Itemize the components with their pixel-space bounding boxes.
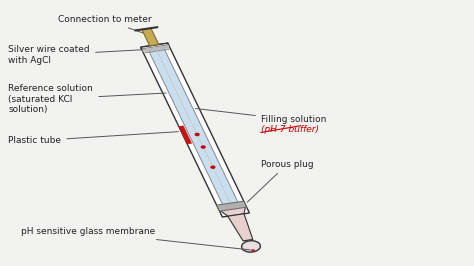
Polygon shape xyxy=(217,201,246,211)
Text: pH sensitive glass membrane: pH sensitive glass membrane xyxy=(21,227,250,250)
Text: Plastic tube: Plastic tube xyxy=(9,132,178,145)
Polygon shape xyxy=(179,126,192,144)
Polygon shape xyxy=(141,43,249,217)
Text: Filling solution: Filling solution xyxy=(195,109,326,124)
Circle shape xyxy=(195,134,199,135)
Text: Connection to meter: Connection to meter xyxy=(57,15,151,34)
Text: Porous plug: Porous plug xyxy=(247,160,313,202)
Text: Silver wire coated
with AgCl: Silver wire coated with AgCl xyxy=(9,45,161,65)
Circle shape xyxy=(211,166,215,168)
Text: Reference solution
(saturated KCl
solution): Reference solution (saturated KCl soluti… xyxy=(9,84,166,114)
Ellipse shape xyxy=(251,250,255,251)
Polygon shape xyxy=(141,43,169,49)
Polygon shape xyxy=(142,28,159,46)
Text: (pH 7 buffer): (pH 7 buffer) xyxy=(261,124,319,134)
Ellipse shape xyxy=(242,241,260,252)
Polygon shape xyxy=(148,48,240,209)
Polygon shape xyxy=(219,205,246,216)
Circle shape xyxy=(201,146,205,148)
Polygon shape xyxy=(228,214,253,241)
